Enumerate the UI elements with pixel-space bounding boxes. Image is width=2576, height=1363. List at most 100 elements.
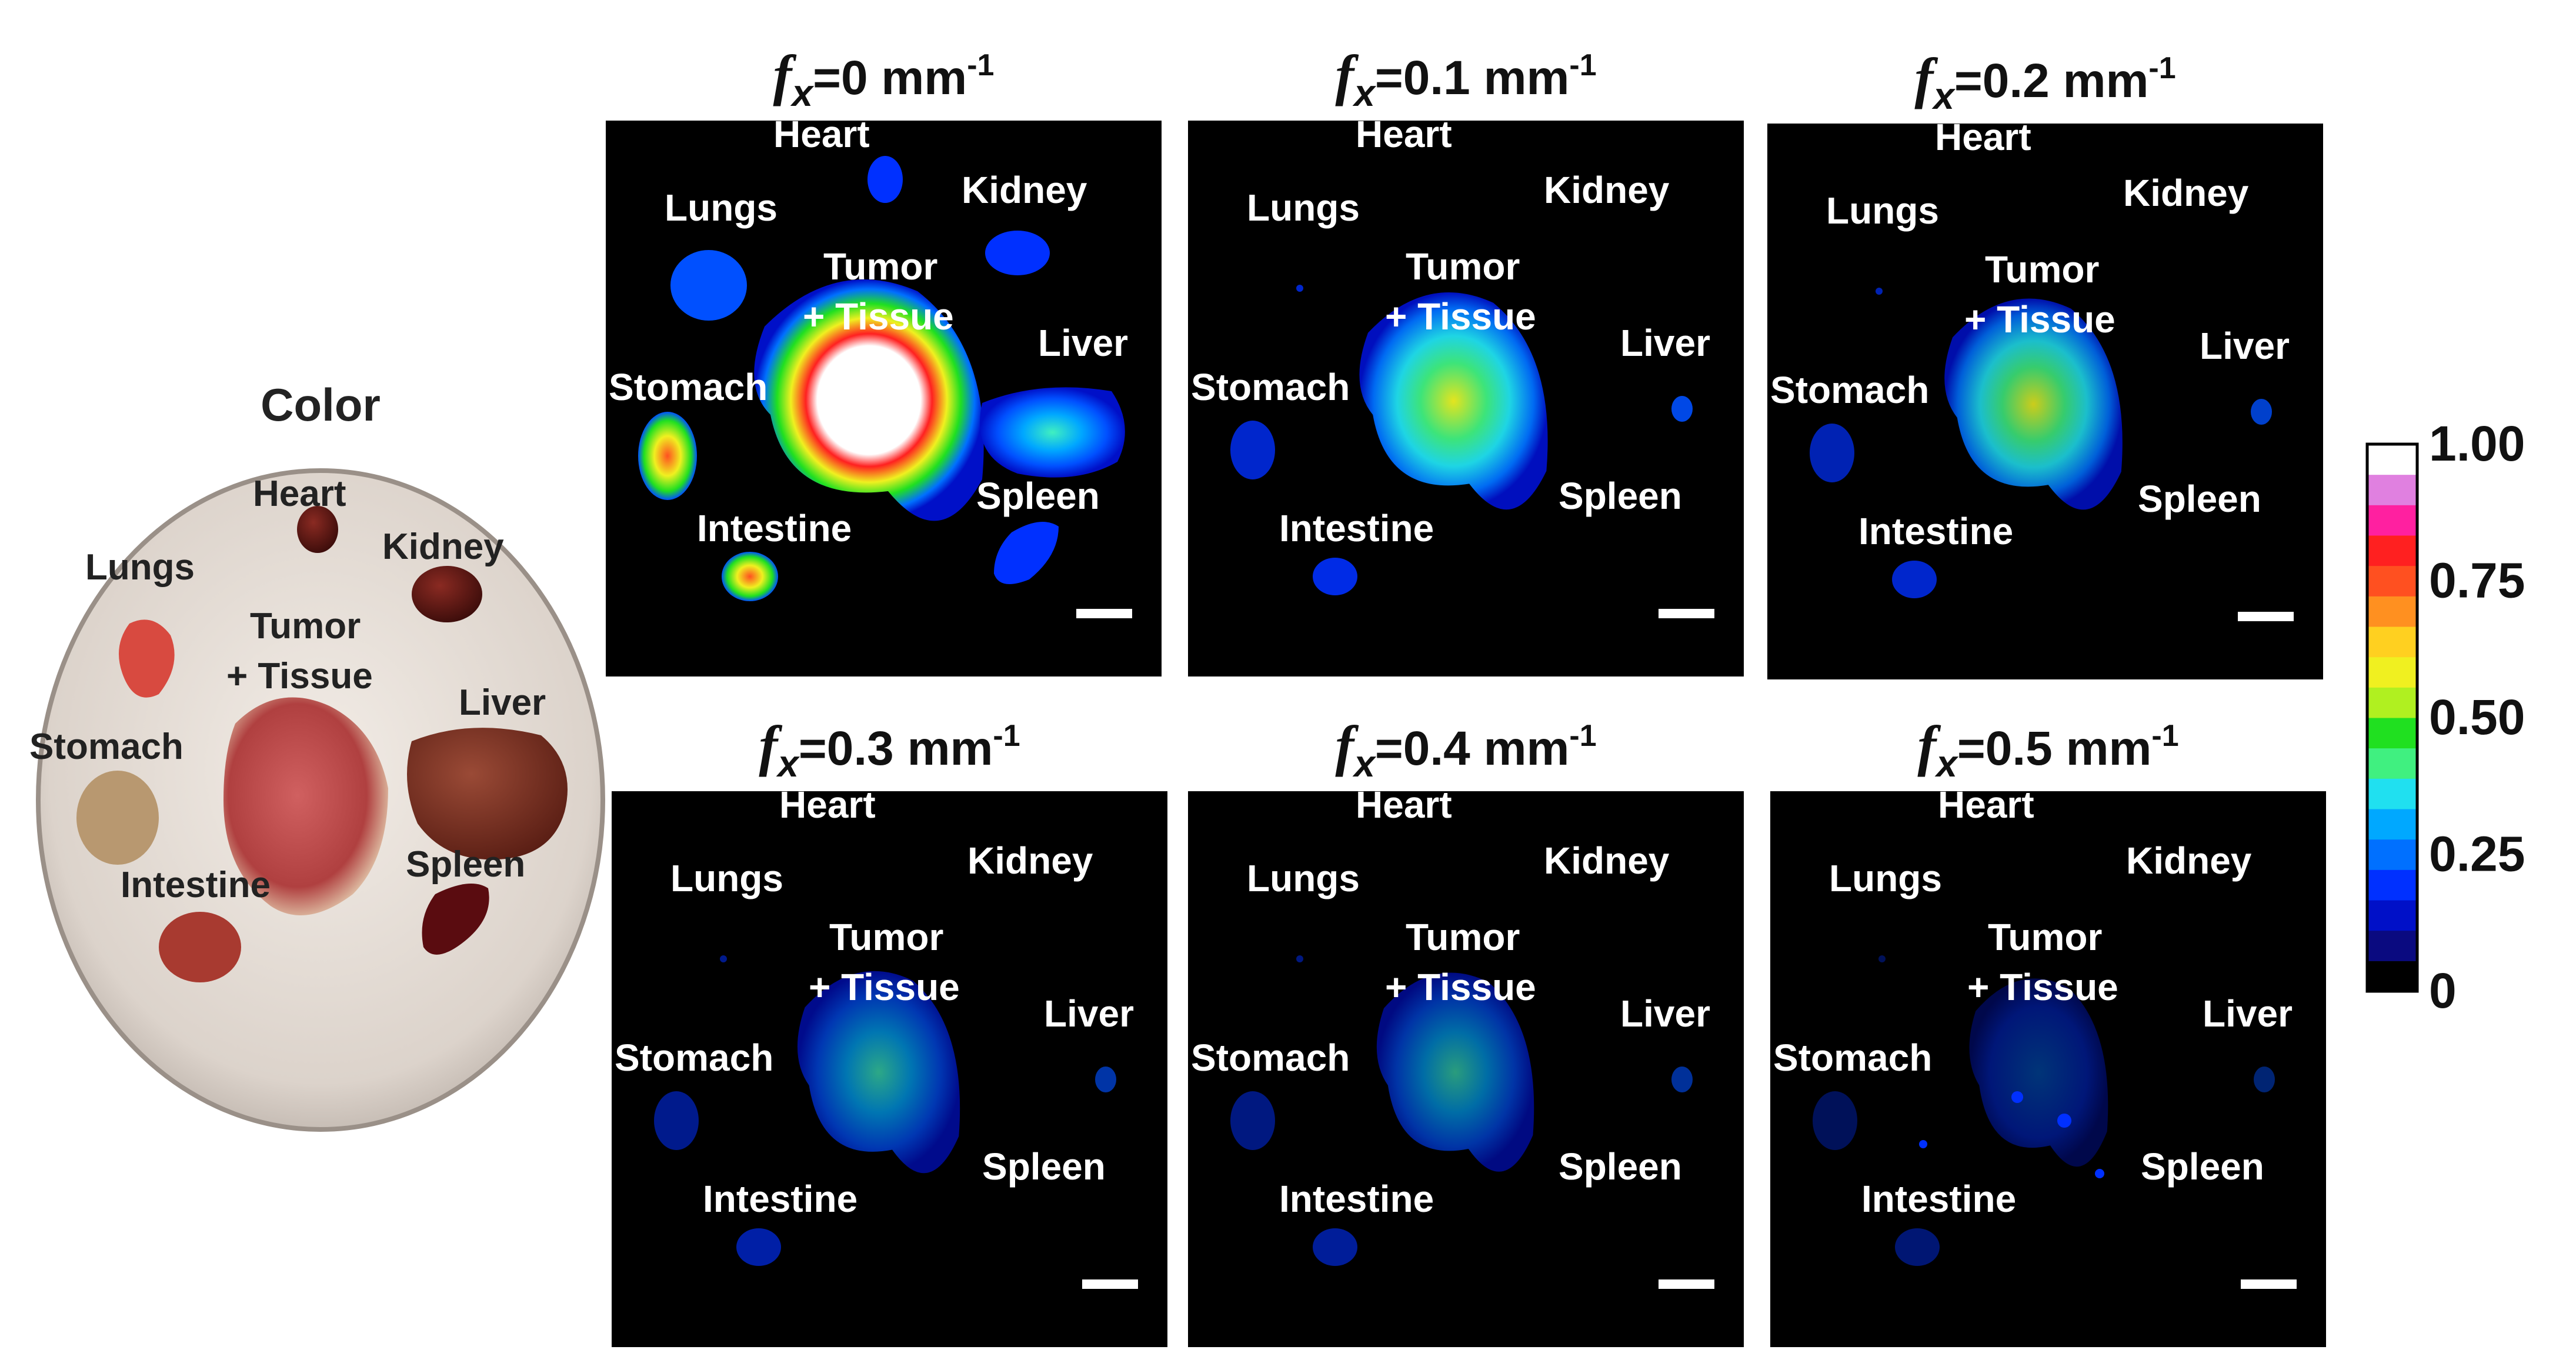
photo-label-liver: Liver [459,682,546,723]
colorbar-ticks: 1.00 0.75 0.50 0.25 0 [2429,416,2525,1018]
organ-label-heart: Heart [1356,784,1452,826]
colorbar-swatches [2367,444,2417,992]
photo-label-stomach: Stomach [29,727,183,767]
panel-title-exponent: -1 [967,48,994,82]
organ-label-tissue: + Tissue [809,966,960,1008]
scale-bar [2241,1279,2297,1289]
lungs-signal [670,250,747,321]
organ-label-spleen: Spleen [2141,1145,2264,1188]
panel-title-value: =0.2 mm [1954,54,2148,108]
organ-label-stomach: Stomach [1191,1037,1350,1079]
lungs-signal [1296,955,1303,962]
panel-title-exponent: -1 [1569,719,1596,753]
liver-signal [980,387,1125,478]
intestine-signal [1895,1228,1940,1266]
photo-stomach [76,771,159,865]
colorbar-swatch [2367,687,2417,718]
kidney-signal [985,231,1050,275]
intestine-signal [1313,558,1357,595]
photo-spleen [422,884,489,955]
stomach-signal [638,412,697,500]
panel-4: Heart Kidney Lungs Tumor + Tissue Liver Stomac… [612,714,1167,1347]
photo-label-tissue: + Tissue [226,656,373,697]
panel-1: Heart Kidney Lungs Tumor + Tissue Liver Stomac… [606,44,1162,676]
panel-title-value: =0 mm [813,51,967,105]
liver-signal [2251,399,2272,425]
liver-signal [1671,396,1693,422]
organ-label-lungs: Lungs [1829,857,1942,899]
tumor-speckle [2011,1091,2023,1103]
colorbar-swatch [2367,748,2417,779]
organ-label-stomach: Stomach [1191,366,1350,408]
organ-label-kidney: Kidney [2123,172,2249,214]
panel-title-exponent: -1 [993,719,1020,753]
colorbar-swatch [2367,930,2417,961]
organ-label-liver: Liver [1620,992,1710,1035]
organ-label-tumor: Tumor [829,916,943,958]
organ-label-lungs: Lungs [1247,186,1360,229]
photo-label-intestine: Intestine [121,865,271,905]
stomach-signal [1230,421,1275,479]
tumor-signal [754,279,984,521]
lungs-signal [1878,955,1886,962]
organ-label-lungs: Lungs [665,186,778,229]
colorbar-tick-label: 0.50 [2429,689,2525,745]
scale-bar [2238,612,2294,621]
photo-label-kidney: Kidney [382,526,504,567]
panel-title: fx=0 mm-1 [773,44,995,114]
panel-3: Heart Kidney Lungs Tumor + Tissue Liver Stomac… [1767,46,2323,679]
colorbar-swatch [2367,474,2417,505]
organ-label-heart: Heart [779,784,876,826]
organ-label-liver: Liver [1038,322,1128,364]
colorbar-swatch [2367,869,2417,901]
tumor-signal [1359,292,1548,510]
liver-signal [2254,1067,2275,1092]
panel-title-value: =0.3 mm [799,722,993,775]
organ-label-tumor: Tumor [1406,916,1520,958]
photo-label-tumor: Tumor [250,606,361,646]
organ-label-kidney: Kidney [1544,169,1670,211]
organ-label-stomach: Stomach [609,366,768,408]
panel-title-exponent: -1 [2148,51,2175,85]
lungs-signal [1876,288,1883,295]
organ-label-intestine: Intestine [1861,1178,2016,1220]
organ-label-spleen: Spleen [1559,475,1682,517]
colorbar-swatch [2367,809,2417,840]
panel-title-subscript: x [1934,742,1958,785]
organ-label-liver: Liver [2203,992,2293,1035]
photo-lungs [119,619,175,698]
lungs-signal [720,955,727,962]
tumor-signal [797,971,960,1174]
stomach-signal [1813,1091,1857,1150]
organ-label-stomach: Stomach [615,1037,773,1079]
colorbar-swatch [2367,535,2417,566]
organ-label-spleen: Spleen [976,475,1100,517]
organ-label-tissue: + Tissue [1385,966,1536,1008]
organ-label-kidney: Kidney [962,169,1087,211]
stomach-signal [1230,1091,1275,1150]
colorbar: 1.00 0.75 0.50 0.25 0 [2365,416,2525,1018]
panel-6: Heart Kidney Lungs Tumor + Tissue Liver Stomac… [1770,714,2326,1347]
organ-label-heart: Heart [1935,116,2031,158]
organ-label-lungs: Lungs [1247,857,1360,899]
colorbar-swatch [2367,565,2417,596]
organ-label-tissue: + Tissue [803,295,954,338]
colorbar-swatch [2367,961,2417,992]
colorbar-swatch [2367,596,2417,627]
panel-title-subscript: x [776,742,800,785]
organ-label-spleen: Spleen [2138,478,2261,520]
panel-title: fx=0.3 mm-1 [759,714,1020,785]
intestine-signal [1892,561,1937,598]
panel-title: fx=0.4 mm-1 [1335,714,1596,785]
tumor-signal [1944,298,2123,510]
organ-label-kidney: Kidney [967,839,1093,882]
panel-title-subscript: x [1352,72,1376,114]
color-panel-title: Color [261,379,381,431]
tumor-speckle [1919,1140,1927,1148]
lungs-signal [1296,285,1303,292]
panel-title-exponent: -1 [1569,48,1596,82]
stomach-signal [1810,424,1854,482]
color-photo-panel: Color Heart Kidney Lungs Tumor + Tissue … [29,379,605,1132]
colorbar-swatch [2367,444,2417,475]
organ-label-liver: Liver [2200,325,2290,367]
